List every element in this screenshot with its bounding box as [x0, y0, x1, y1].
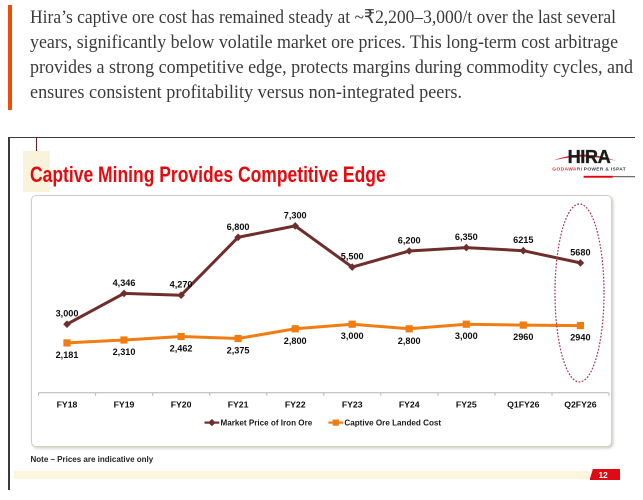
- svg-text:FY21: FY21: [228, 399, 249, 409]
- svg-text:4,270: 4,270: [170, 280, 193, 290]
- svg-text:7,300: 7,300: [284, 210, 307, 220]
- svg-text:2,375: 2,375: [227, 346, 250, 356]
- svg-text:Q1FY26: Q1FY26: [507, 399, 540, 409]
- svg-text:POWER & ISPAT: POWER & ISPAT: [584, 167, 626, 173]
- svg-text:Q2FY26: Q2FY26: [564, 399, 597, 409]
- svg-text:5,500: 5,500: [341, 252, 364, 262]
- svg-text:3,000: 3,000: [56, 309, 79, 319]
- svg-text:6215: 6215: [513, 235, 533, 245]
- svg-text:FY25: FY25: [456, 399, 477, 409]
- svg-text:2940: 2940: [570, 333, 590, 343]
- svg-text:4,346: 4,346: [113, 278, 136, 288]
- svg-text:6,350: 6,350: [455, 232, 478, 242]
- svg-text:FY20: FY20: [171, 399, 192, 409]
- svg-text:2960: 2960: [513, 332, 533, 342]
- svg-text:2,800: 2,800: [284, 336, 307, 346]
- svg-text:6,200: 6,200: [398, 236, 421, 246]
- svg-text:FY23: FY23: [342, 399, 363, 409]
- svg-text:FY24: FY24: [399, 399, 420, 409]
- svg-text:2,181: 2,181: [56, 350, 79, 360]
- svg-text:2,462: 2,462: [170, 344, 193, 354]
- svg-text:HIRA: HIRA: [568, 147, 611, 167]
- svg-text:GODAWARI: GODAWARI: [552, 167, 582, 173]
- svg-text:FY19: FY19: [114, 399, 135, 409]
- svg-text:2,800: 2,800: [398, 336, 421, 346]
- svg-text:2,310: 2,310: [113, 347, 136, 357]
- svg-text:3,000: 3,000: [455, 331, 478, 341]
- svg-text:FY22: FY22: [285, 399, 306, 409]
- svg-text:6,800: 6,800: [227, 222, 250, 232]
- svg-text:3,000: 3,000: [341, 331, 364, 341]
- svg-text:Captive Ore Landed Cost: Captive Ore Landed Cost: [344, 419, 441, 428]
- svg-text:5680: 5680: [570, 247, 590, 257]
- svg-text:FY18: FY18: [57, 399, 78, 409]
- svg-text:Market Price of Iron Ore: Market Price of Iron Ore: [221, 419, 313, 428]
